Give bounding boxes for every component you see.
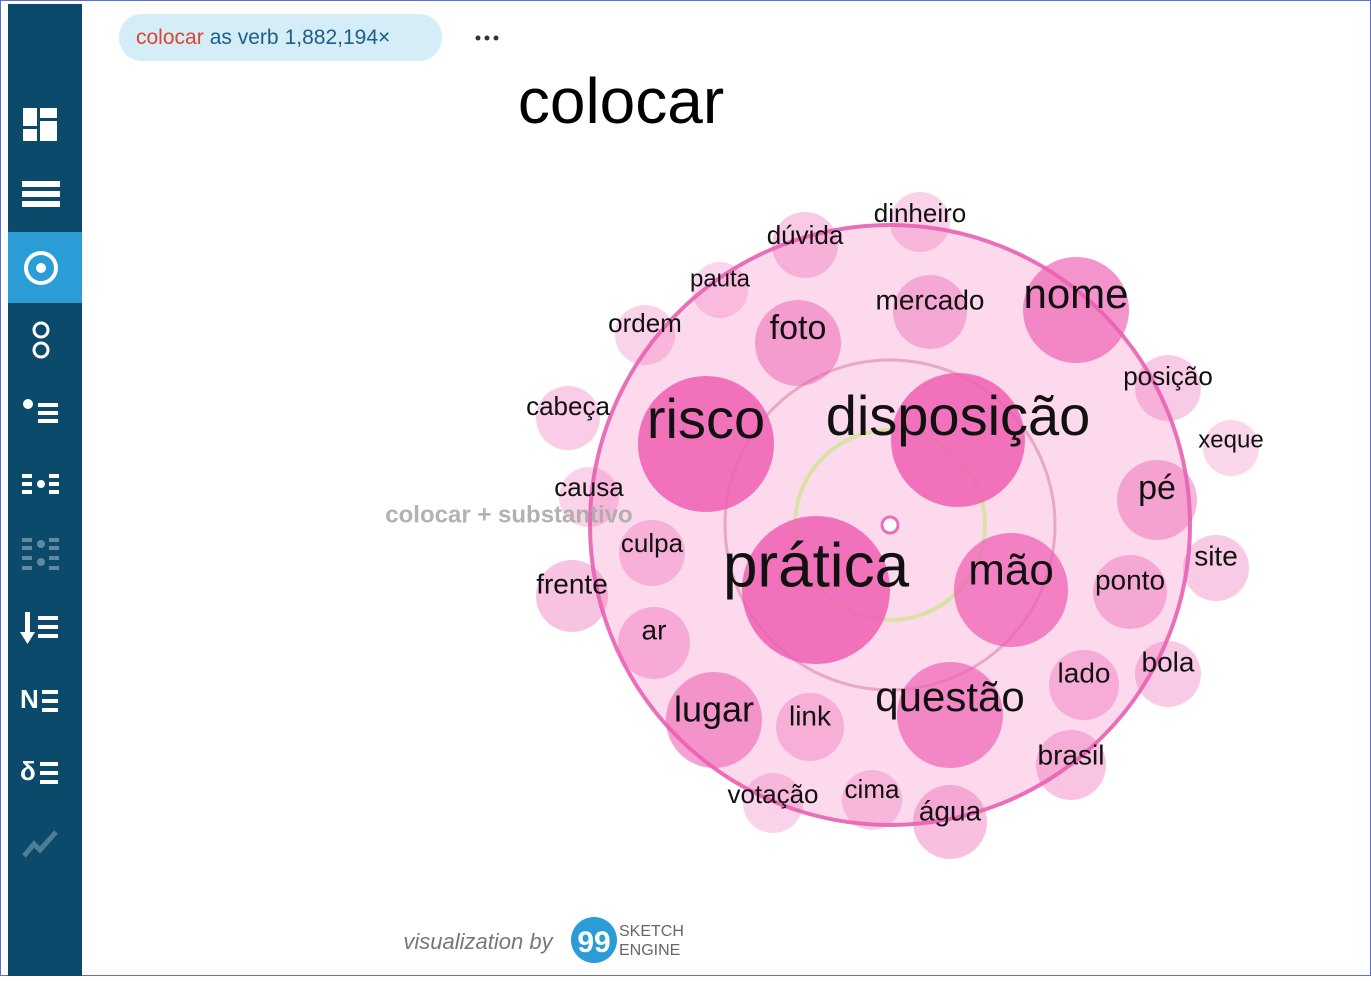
word-label[interactable]: questão [875,673,1024,720]
word-label[interactable]: cabeça [526,391,610,421]
visualization [588,223,1192,827]
word-label[interactable]: mão [968,546,1054,595]
icon-wordlist[interactable] [22,474,59,494]
word-bubble[interactable] [536,560,608,632]
word-label[interactable]: frente [536,568,608,599]
word-bubble[interactable] [1203,420,1259,476]
query-text: colocar as verb 1,882,194× [136,26,390,49]
word-bubble[interactable] [776,693,844,761]
word-label[interactable]: votação [727,779,818,809]
word-bubble[interactable] [890,192,950,252]
word-label[interactable]: lugar [674,689,754,730]
word-bubble[interactable] [619,520,685,586]
word-bubble[interactable] [615,305,675,365]
word-bubble[interactable] [913,785,987,859]
word-label[interactable]: site [1194,540,1238,571]
word-bubble[interactable] [743,773,803,833]
word-label[interactable]: xeque [1198,426,1263,453]
icon-keywords[interactable] [20,612,58,644]
center-node [880,515,900,535]
word-label[interactable]: brasil [1038,739,1105,770]
icon-thesaurus[interactable] [23,399,58,423]
relation-label: colocar + substantivo [385,501,632,528]
word-bubble[interactable] [1049,650,1119,720]
word-bubble[interactable] [692,262,748,318]
word-bubble[interactable] [666,672,762,768]
icon-terms[interactable]: δ [20,756,36,786]
more-menu[interactable] [475,35,499,41]
word-bubble[interactable] [536,386,600,450]
query-lemma: colocar [136,26,204,49]
word-bubble[interactable] [772,212,838,278]
word-bubble[interactable] [893,275,967,349]
word-label[interactable]: cima [845,774,900,804]
word-label[interactable]: pé [1138,469,1176,507]
query-pill[interactable] [119,14,442,61]
logo-glyph: 99 [577,926,610,959]
icon-disabled [22,538,59,570]
word-bubble[interactable] [1036,730,1106,800]
word-bubble[interactable] [755,300,841,386]
footer-credit: visualization by [403,929,554,954]
logo[interactable]: 99 SKETCH ENGINE [571,917,684,963]
logo-mark [571,917,617,963]
word-label[interactable]: ponto [1095,564,1165,595]
word-label[interactable]: mercado [876,284,985,315]
word-bubble[interactable] [954,533,1068,647]
word-bubble[interactable] [1183,535,1249,601]
title: colocar [518,65,724,137]
word-label[interactable]: posição [1123,361,1213,391]
word-label[interactable]: bola [1142,646,1195,677]
word-label[interactable]: causa [554,472,624,502]
icon-ngrams[interactable]: N [20,684,39,714]
word-bubble[interactable] [842,770,902,830]
bubbles [536,192,1259,859]
word-bubble[interactable] [1117,460,1197,540]
icon-sketch[interactable] [24,251,58,285]
word-label[interactable]: lado [1058,657,1111,688]
word-bubble[interactable] [897,662,1003,768]
words: dinheiro dúvida pauta ordem foto mercado nome p… [526,192,1264,859]
word-bubble[interactable] [559,467,619,527]
query-freq: 1,882,194× [285,26,391,49]
logo-bottom: ENGINE [619,942,680,959]
word-label[interactable]: link [789,700,832,731]
word-bubble[interactable] [1093,555,1167,629]
word-label[interactable]: água [919,795,982,826]
icon-trends [22,830,58,858]
middle-ring [723,358,1057,692]
sidebar [8,4,82,976]
word-label[interactable]: pauta [690,265,751,292]
word-label[interactable]: ordem [608,308,682,338]
word-label[interactable]: nome [1023,270,1128,317]
word-bubble[interactable] [638,376,774,512]
word-label[interactable]: dinheiro [874,198,967,228]
word-label[interactable]: ar [642,614,667,645]
word-bubble[interactable] [1135,641,1201,707]
icon-diff[interactable] [32,321,50,339]
word-label[interactable]: culpa [621,528,684,558]
word-label[interactable]: disposição [826,384,1091,447]
sidebar-icons: N δ [20,108,60,858]
word-bubble[interactable] [1135,355,1201,421]
word-label[interactable]: dúvida [767,220,844,250]
icon-dashboard[interactable] [23,108,37,126]
word-labels: dinheiro dúvida pauta ordem foto mercado nome p… [526,198,1264,827]
word-bubble[interactable] [618,607,690,679]
word-bubble[interactable] [1023,257,1129,363]
word-bubble[interactable] [891,373,1025,507]
word-label[interactable]: foto [770,309,827,347]
word-bubble[interactable] [742,516,890,664]
word-label[interactable]: prática [723,531,910,600]
word-label[interactable]: risco [647,387,765,450]
query-pos: as verb [210,26,279,49]
icon-concordance[interactable] [22,181,60,207]
logo-top: SKETCH [619,923,684,940]
